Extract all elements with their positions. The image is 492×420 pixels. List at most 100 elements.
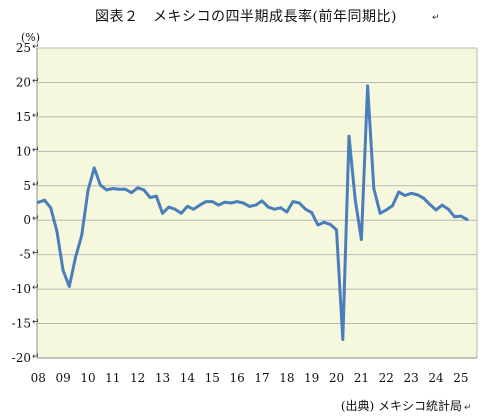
return-mark-icon: ↵ (32, 318, 40, 328)
y-tick-label: 5 (23, 179, 31, 193)
data-point (279, 206, 282, 210)
data-point (403, 194, 407, 197)
data-point (322, 220, 326, 224)
x-tick-label: 15 (205, 371, 220, 385)
data-point (248, 205, 251, 208)
data-point (465, 218, 469, 221)
data-point (111, 187, 115, 190)
data-point (397, 190, 401, 194)
data-point (43, 198, 46, 202)
data-point (391, 204, 394, 208)
data-point (136, 186, 140, 190)
data-point (204, 200, 208, 204)
data-point (198, 203, 202, 207)
return-mark-icon: ↵ (32, 111, 40, 121)
data-point (74, 256, 77, 259)
data-point (291, 200, 295, 204)
return-mark-icon: ↵ (432, 13, 440, 23)
return-mark-icon: ↵ (32, 42, 40, 52)
data-point (99, 183, 102, 187)
data-point (341, 338, 345, 341)
return-mark-icon: ↵ (32, 352, 40, 362)
x-tick-label: 13 (155, 371, 170, 385)
return-mark-icon: ↵ (32, 214, 40, 224)
x-tick-label: 12 (130, 371, 145, 385)
data-point (273, 207, 276, 211)
data-point (80, 234, 84, 237)
x-tick-label: 08 (31, 371, 46, 385)
data-point (154, 194, 158, 198)
data-point (372, 187, 376, 190)
data-point (360, 238, 363, 241)
data-point (440, 203, 444, 207)
data-point (61, 269, 65, 272)
return-mark-icon: ↵ (32, 145, 40, 155)
data-point (316, 223, 320, 227)
gridlines (37, 47, 477, 359)
y-tick-label: -5 (19, 248, 31, 262)
y-tick-label: 20 (16, 75, 31, 89)
data-point (241, 201, 245, 205)
y-tick-label: -20 (12, 351, 31, 365)
y-tick-label: 25 (16, 41, 31, 55)
x-tick-label: 10 (80, 371, 95, 385)
return-mark-icon: ↵ (464, 403, 472, 413)
x-tick-label: 09 (55, 371, 70, 385)
data-point (235, 200, 239, 204)
x-tick-label: 11 (105, 371, 120, 385)
data-point (453, 215, 456, 219)
data-point (86, 189, 90, 193)
data-point (434, 208, 438, 212)
data-point (67, 285, 71, 288)
data-point (229, 201, 233, 205)
data-point (55, 229, 59, 233)
x-tick-label: 21 (354, 371, 369, 385)
return-mark-icon: ↵ (32, 249, 40, 259)
x-tick-label: 16 (229, 371, 244, 385)
data-point (130, 191, 133, 195)
data-point (36, 200, 40, 204)
data-point (422, 196, 425, 200)
series-layer (36, 84, 469, 341)
data-point (179, 211, 183, 215)
y-axis-unit-label: (%) (21, 31, 41, 44)
data-point (378, 211, 382, 215)
x-tick-label: 24 (428, 371, 444, 385)
y-tick-label: -10 (12, 282, 31, 296)
data-point (117, 187, 121, 191)
data-point (353, 198, 357, 202)
data-point (49, 206, 53, 210)
data-point (266, 205, 270, 209)
data-point (123, 187, 127, 191)
data-point (223, 200, 227, 204)
x-tick-label: 17 (254, 371, 269, 385)
y-tick-label: -15 (12, 317, 31, 331)
x-tick-label: 25 (453, 371, 468, 385)
source-note: (出典) メキシコ統計局 (340, 399, 462, 413)
data-point (310, 211, 314, 215)
data-point (285, 210, 289, 214)
chart-title: 図表２ メキシコの四半期成長率(前年同期比) (95, 9, 397, 25)
data-point (217, 203, 220, 207)
x-tick-label: 22 (379, 371, 394, 385)
data-point (105, 188, 108, 192)
return-mark-icon: ↵ (32, 76, 40, 86)
data-point (366, 84, 369, 88)
y-tick-label: 0 (23, 213, 31, 227)
data-point (304, 207, 307, 211)
x-tick-labels: 08 09 10 11 12 13 14 15 16 17 18 19 20 21 22 23 24 25 (31, 371, 469, 385)
data-point (335, 228, 338, 232)
data-point (260, 199, 264, 203)
data-point (161, 211, 164, 215)
data-point (347, 134, 351, 138)
data-point (409, 192, 413, 195)
data-point (297, 201, 301, 205)
growth-rate-series-line (36, 84, 469, 341)
data-point (167, 205, 171, 209)
data-point (92, 166, 96, 170)
data-point (328, 223, 332, 226)
data-point (384, 208, 388, 212)
x-tick-label: 14 (180, 371, 196, 385)
data-point (173, 207, 177, 211)
data-point (459, 214, 463, 218)
